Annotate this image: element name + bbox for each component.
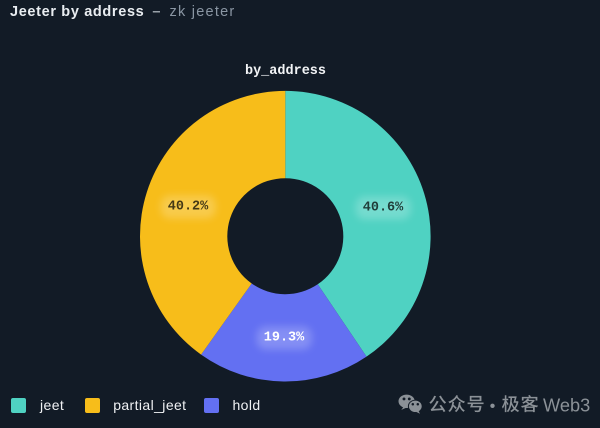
svg-text:Web3: Web3 bbox=[543, 395, 590, 415]
